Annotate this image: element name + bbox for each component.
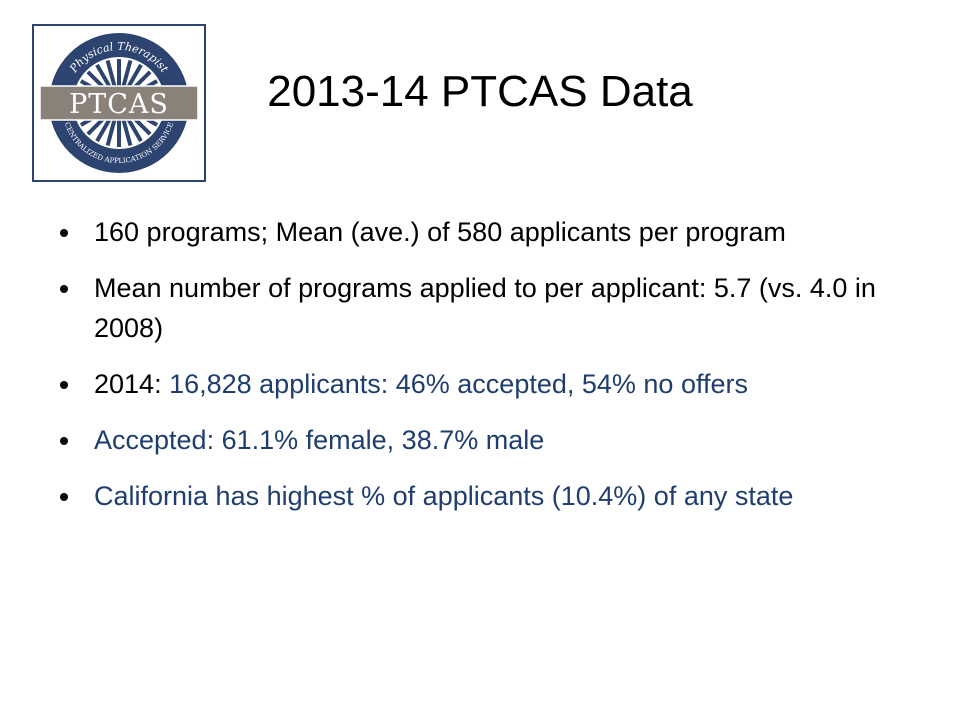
bullet-dot-icon (60, 381, 68, 389)
bullet-text: 2014: (94, 369, 170, 399)
bullet-text: California has highest % of applicants (… (94, 481, 794, 511)
bullet-item: 160 programs; Mean (ave.) of 580 applica… (58, 212, 908, 252)
bullet-dot-icon (60, 437, 68, 445)
bullet-dot-icon (60, 285, 68, 293)
bullet-list: 160 programs; Mean (ave.) of 580 applica… (58, 212, 908, 532)
logo-band-text: PTCAS (69, 89, 169, 120)
bullet-text: 16,828 applicants: 46% accepted, 54% no … (169, 369, 748, 399)
bullet-item: Mean number of programs applied to per a… (58, 268, 908, 348)
bullet-dot-icon (60, 493, 68, 501)
bullet-item: 2014: 16,828 applicants: 46% accepted, 5… (58, 364, 908, 404)
page-title: 2013-14 PTCAS Data (267, 67, 693, 116)
ptcas-logo-icon: Physical Therapist CENTRALIZED APPLICATI… (32, 24, 206, 182)
bullet-item: California has highest % of applicants (… (58, 476, 908, 516)
bullet-item: Accepted: 61.1% female, 38.7% male (58, 420, 908, 460)
bullet-text: 160 programs; Mean (ave.) of 580 applica… (94, 217, 786, 247)
bullet-text: Accepted: 61.1% female, 38.7% male (94, 425, 545, 455)
bullet-dot-icon (60, 229, 68, 237)
bullet-text: Mean number of programs applied to per a… (94, 273, 876, 343)
